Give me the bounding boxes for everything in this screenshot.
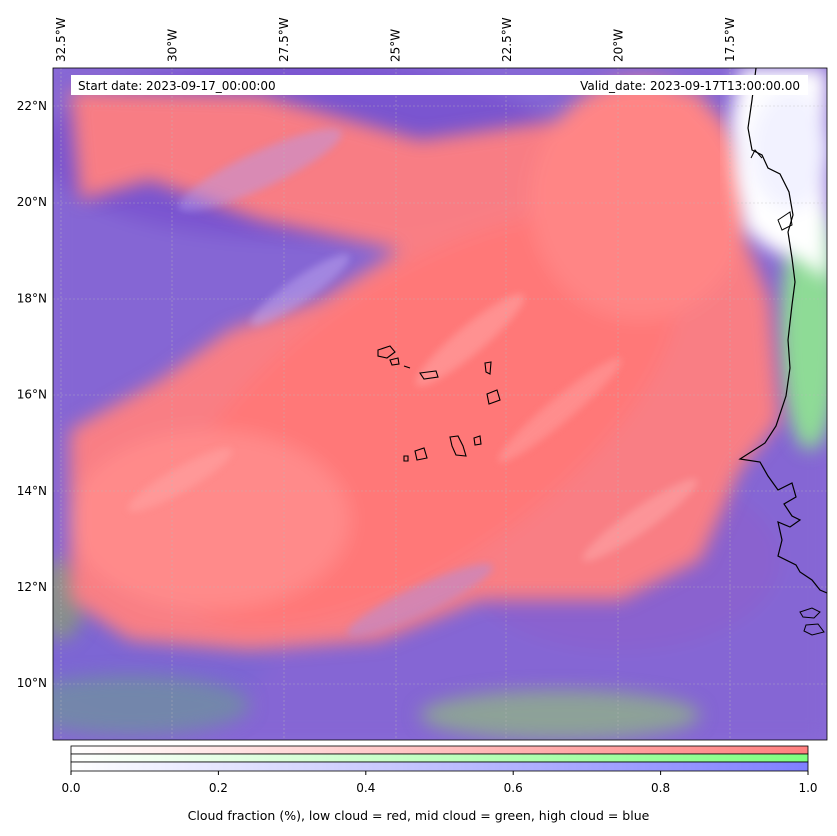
- colorbar-tick-label: 0.6: [504, 781, 523, 795]
- colorbar-tick-label: 0.4: [356, 781, 375, 795]
- cloud-texture: [127, 128, 698, 637]
- latitude-label: 20°N: [17, 195, 47, 209]
- cape-verde-islands: [377, 345, 501, 462]
- latitude-label: 16°N: [17, 388, 47, 402]
- coast-detail: [750, 149, 793, 231]
- longitude-label: 20°W: [612, 29, 626, 62]
- latitude-labels: 22°N 20°N 18°N 16°N 14°N 12°N 10°N: [17, 99, 47, 690]
- latitude-label: 22°N: [17, 99, 47, 113]
- colorbar-ticks: 0.0 0.2 0.4 0.6 0.8 1.0: [61, 771, 818, 795]
- colorbar: 0.0 0.2 0.4 0.6 0.8 1.0: [61, 745, 818, 795]
- latitude-label: 10°N: [17, 676, 47, 690]
- colorbar-caption: Cloud fraction (%), low cloud = red, mid…: [187, 808, 650, 823]
- start-date-label: Start date: 2023-09-17_00:00:00: [78, 79, 276, 93]
- colorbar-tick-label: 0.2: [209, 781, 228, 795]
- map-panel: [53, 68, 827, 740]
- valid-date-label: Valid_date: 2023-09-17T13:00:00.00: [580, 79, 800, 93]
- colorbar-tick-label: 0.0: [61, 781, 80, 795]
- longitude-label: 17.5°W: [723, 17, 737, 62]
- colorbar-high-cloud: [70, 761, 809, 772]
- mid-cloud-layer: [53, 210, 827, 740]
- latitude-label: 14°N: [17, 484, 47, 498]
- longitude-label: 22.5°W: [500, 17, 514, 62]
- longitude-label: 27.5°W: [277, 17, 291, 62]
- longitude-label: 30°W: [166, 29, 180, 62]
- gridlines: [53, 68, 827, 740]
- colorbar-tick-label: 0.8: [651, 781, 670, 795]
- colorbar-low-cloud: [70, 745, 809, 755]
- colorbar-tick-label: 1.0: [798, 781, 817, 795]
- colorbar-mid-cloud: [70, 753, 809, 763]
- coast-detail: [799, 607, 825, 636]
- latitude-label: 18°N: [17, 291, 47, 305]
- info-box-background: [71, 75, 808, 95]
- longitude-labels: 32.5°W 30°W 27.5°W 25°W 22.5°W 20°W 17.5°W: [54, 17, 737, 62]
- african-coastline: [738, 68, 827, 594]
- clear-sky-area: [730, 68, 827, 280]
- longitude-label: 32.5°W: [54, 17, 68, 62]
- longitude-label: 25°W: [389, 29, 403, 62]
- info-box: Start date: 2023-09-17_00:00:00 Valid_da…: [71, 75, 808, 95]
- map-frame: [52, 67, 828, 741]
- latitude-label: 12°N: [17, 580, 47, 594]
